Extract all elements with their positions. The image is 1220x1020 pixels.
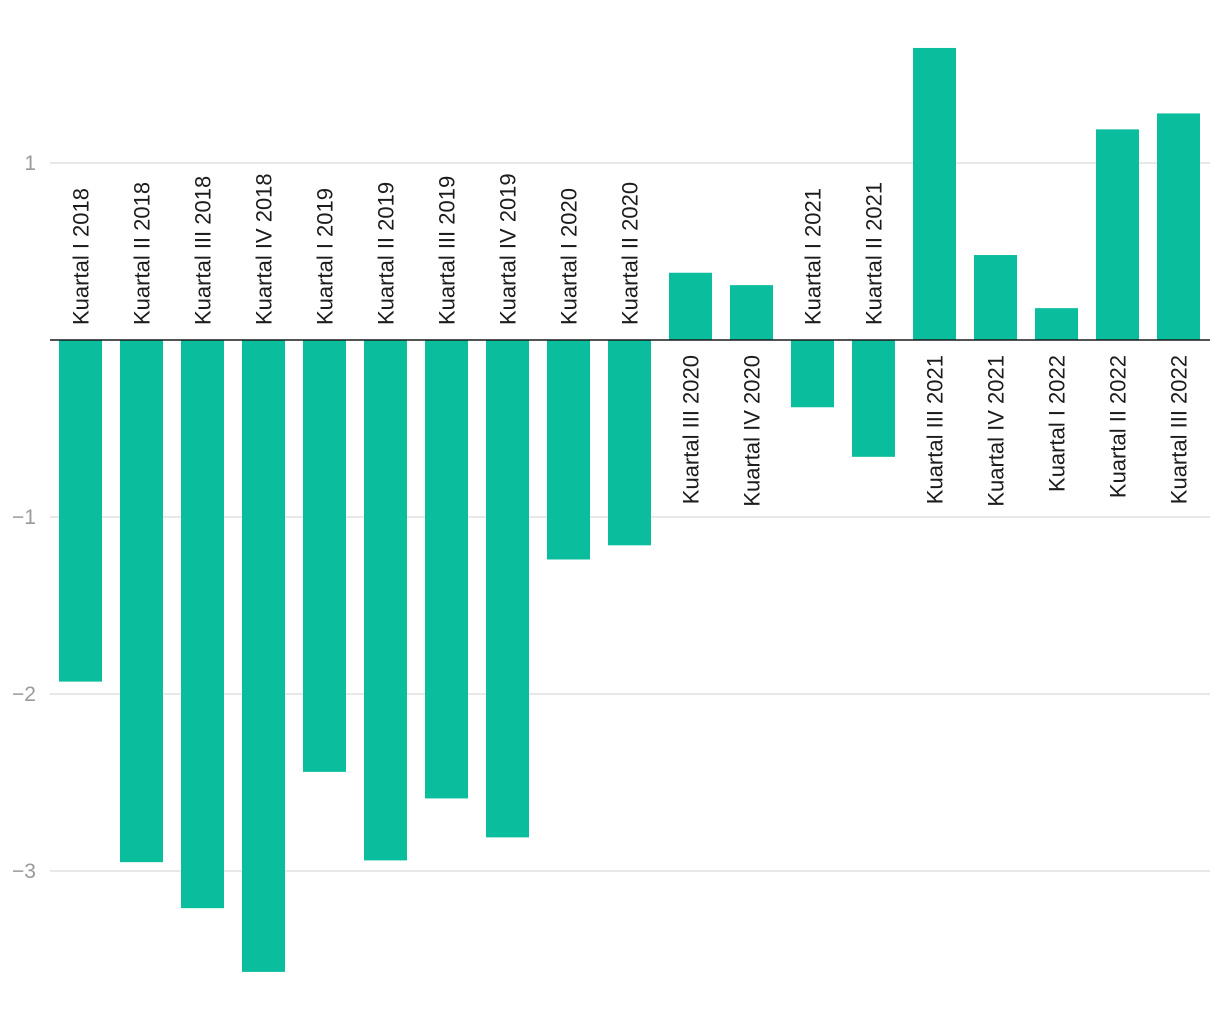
category-label: Kuartal II 2021 <box>861 182 886 325</box>
category-label: Kuartal III 2019 <box>434 176 459 325</box>
category-label: Kuartal I 2019 <box>312 188 337 325</box>
bars <box>59 47 1200 972</box>
category-label: Kuartal IV 2018 <box>251 173 276 325</box>
bar <box>425 340 468 799</box>
bar <box>791 340 834 408</box>
bar <box>303 340 346 772</box>
category-label: Kuartal IV 2019 <box>495 173 520 325</box>
bar <box>120 340 163 863</box>
category-label: Kuartal II 2022 <box>1105 355 1130 498</box>
category-label: Kuartal I 2021 <box>800 188 825 325</box>
bar <box>669 272 712 340</box>
category-label: Kuartal III 2020 <box>678 355 703 504</box>
bar <box>181 340 224 909</box>
category-label: Kuartal III 2022 <box>1166 355 1191 504</box>
category-label: Kuartal I 2018 <box>68 188 93 325</box>
bar <box>608 340 651 546</box>
bar <box>974 255 1017 340</box>
bar <box>913 47 956 340</box>
category-label: Kuartal II 2018 <box>129 182 154 325</box>
category-label: Kuartal II 2019 <box>373 182 398 325</box>
category-label: Kuartal I 2020 <box>556 188 581 325</box>
y-tick-label: −1 <box>12 506 36 529</box>
category-label: Kuartal III 2018 <box>190 176 215 325</box>
bar <box>242 340 285 972</box>
bar <box>486 340 529 838</box>
bar <box>730 285 773 340</box>
bar <box>1035 308 1078 340</box>
bar <box>1096 129 1139 340</box>
bar <box>364 340 407 861</box>
y-axis-ticks: 1 −1 −2 −3 <box>12 152 36 883</box>
y-tick-label: −3 <box>12 860 36 883</box>
bar <box>59 340 102 682</box>
category-labels: Kuartal I 2018 Kuartal II 2018 Kuartal III… <box>68 173 1191 506</box>
category-label: Kuartal IV 2020 <box>739 355 764 507</box>
bar <box>1157 113 1200 340</box>
category-label: Kuartal II 2020 <box>617 182 642 325</box>
bar <box>547 340 590 560</box>
category-label: Kuartal IV 2021 <box>983 355 1008 507</box>
category-label: Kuartal III 2021 <box>922 355 947 504</box>
bar <box>852 340 895 457</box>
y-tick-label: 1 <box>24 152 36 175</box>
y-tick-label: −2 <box>12 683 36 706</box>
category-label: Kuartal I 2022 <box>1044 355 1069 492</box>
